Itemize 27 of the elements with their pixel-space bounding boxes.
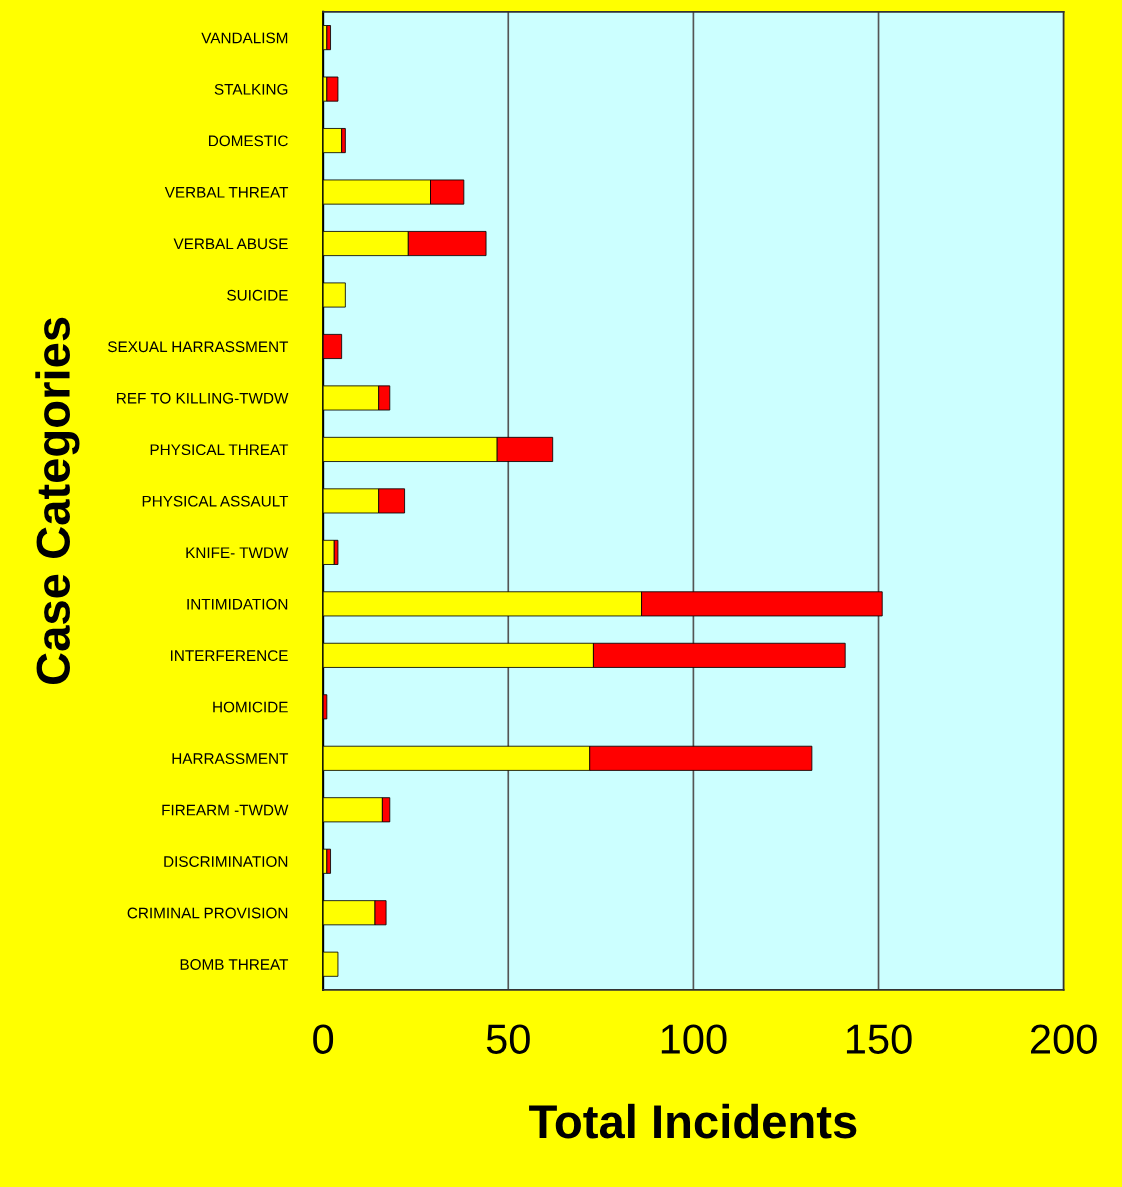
y-tick-label: BOMB THREAT (180, 959, 289, 970)
y-tick-label: SUICIDE (227, 289, 288, 301)
y-tick-label: STALKING (214, 83, 288, 95)
y-tick-label: DISCRIMINATION (164, 856, 288, 867)
y-tick-label: FIREARM -TWDW (162, 804, 289, 816)
y-tick-label: HOMICIDE (213, 701, 288, 713)
y-tick-label: INTERFERENCE (170, 650, 288, 662)
x-tick-label: 150 (846, 1024, 912, 1054)
y-tick-label: HARRASSMENT (172, 753, 289, 764)
y-tick-label: VERBAL THREAT (164, 187, 289, 198)
x-tick-label: 200 (1031, 1024, 1097, 1054)
x-axis-title: Total Incidents (529, 1103, 857, 1139)
y-tick-label: SEXUAL HARRASSMENT (108, 341, 289, 353)
y-tick-label: PHYSICAL THREAT (150, 444, 289, 456)
x-tick-label: 50 (486, 1024, 530, 1054)
y-axis-title: Case Categories (35, 317, 80, 684)
y-tick-label: INTIMIDATION (187, 598, 288, 610)
y-tick-label: CRIMINAL PROVISION (127, 907, 288, 919)
y-tick-label: KNIFE- TWDW (186, 547, 289, 558)
y-tick-label: VANDALISM (201, 32, 288, 44)
bar (326, 76, 339, 102)
y-tick-label: DOMESTIC (209, 135, 288, 147)
x-tick-label: 0 (313, 1024, 334, 1054)
y-tick-label: PHYSICAL ASSAULT (142, 495, 289, 507)
x-tick-label: 100 (661, 1024, 727, 1054)
y-tick-label: REF TO KILLING-TWDW (117, 392, 289, 404)
y-tick-label: VERBAL ABUSE (173, 238, 288, 250)
